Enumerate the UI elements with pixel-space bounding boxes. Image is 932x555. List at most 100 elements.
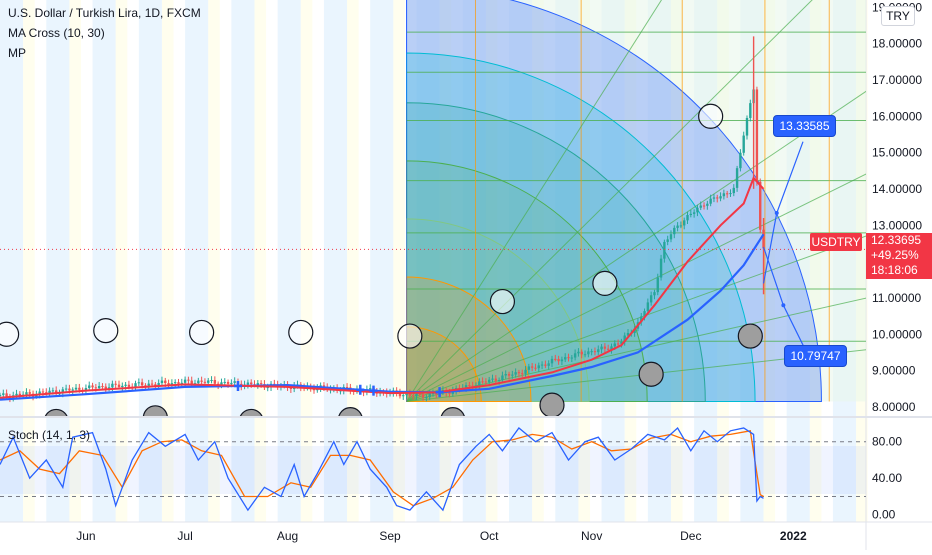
candle-body [610, 346, 613, 350]
candle-body [411, 395, 415, 397]
new-moon-marker [338, 407, 363, 416]
price-value: 12.33695 [871, 233, 922, 247]
candle-body [183, 379, 187, 383]
candle-body [587, 351, 590, 355]
candle-body [220, 382, 223, 386]
candle-body [735, 168, 739, 188]
currency-button[interactable]: TRY [881, 6, 915, 26]
candle-body [603, 346, 607, 349]
candle-body [722, 193, 726, 197]
candle-body [593, 351, 597, 353]
candle-body [567, 357, 570, 359]
candle-body [494, 378, 498, 381]
session-stripe [370, 0, 394, 522]
candle-body [41, 391, 45, 393]
session-stripe [138, 0, 162, 522]
candle-body [712, 197, 716, 199]
indicator-ma-cross-label[interactable]: MA Cross (10, 30) [8, 26, 105, 40]
candle-body [210, 380, 213, 382]
candle-body [160, 380, 164, 384]
stoch-band [0, 446, 866, 494]
candle-body [421, 394, 425, 398]
candle-body [497, 380, 501, 382]
new-moon-marker [142, 405, 168, 416]
candle-body [68, 388, 71, 391]
candle-body [577, 351, 580, 354]
candle-body [88, 385, 91, 389]
price-tick-label: 16.00000 [872, 109, 922, 123]
candle-body [154, 384, 157, 386]
candle-body [521, 373, 524, 375]
time-tick-label: Dec [680, 529, 701, 543]
candle-body [207, 380, 210, 383]
candle-body [643, 311, 646, 317]
candle-body [190, 380, 193, 384]
candle-body [173, 382, 177, 384]
candle-body [78, 387, 81, 390]
new-moon-marker [44, 408, 68, 416]
price-tick-label: 17.00000 [872, 73, 922, 87]
candle-body [177, 382, 180, 384]
candle-body [557, 359, 560, 362]
candle-body [18, 393, 22, 396]
candle-body [686, 214, 689, 221]
session-stripe [300, 0, 313, 522]
candle-body [649, 295, 653, 303]
stoch-tick-label: 0.00 [872, 508, 896, 522]
candle-body [114, 383, 117, 385]
candle-body [676, 225, 679, 228]
candle-body [540, 364, 544, 366]
candle-body [111, 383, 114, 388]
candle-body [61, 389, 65, 394]
candle-body [157, 383, 160, 386]
time-tick-label: Jul [177, 529, 192, 543]
candle-body [554, 358, 557, 360]
candle-body [97, 386, 101, 389]
candle-body [749, 103, 752, 118]
candle-body [692, 212, 696, 214]
candle-body [51, 390, 55, 392]
candle-body [739, 152, 742, 169]
session-stripe [161, 0, 174, 522]
session-stripe [277, 0, 301, 522]
gann-fan-line [406, 0, 813, 402]
candle-body [54, 390, 58, 394]
gann-box [406, 0, 866, 402]
session-stripe [115, 0, 128, 522]
candle-body [448, 392, 451, 394]
candle-body [709, 198, 712, 204]
full-moon-marker [397, 323, 423, 349]
candle-body [616, 343, 620, 345]
candle-body [573, 353, 577, 358]
candle-body [626, 333, 630, 336]
ma-cross-marker [356, 384, 365, 395]
candle-body [600, 346, 603, 350]
candle-body [484, 381, 488, 383]
candle-body [259, 383, 263, 385]
candle-body [28, 392, 31, 394]
stoch-label[interactable]: Stoch (14, 1, 3) [8, 428, 91, 442]
indicator-mp-label[interactable]: MP [8, 46, 26, 60]
candle-body [94, 387, 98, 389]
candle-body [418, 393, 421, 395]
candle-body [646, 302, 650, 312]
projection-point [781, 303, 786, 308]
full-moon-marker [489, 288, 516, 315]
price-change: +49.25% [871, 248, 919, 262]
candle-body [679, 225, 683, 227]
session-stripe [23, 0, 35, 522]
candle-body [501, 375, 504, 381]
candle-body [187, 379, 190, 381]
candle-body [408, 393, 412, 396]
candle-body [507, 373, 511, 376]
full-moon-marker [0, 321, 20, 347]
candle-body [150, 383, 154, 385]
candle-body [5, 393, 8, 397]
candle-body [517, 372, 521, 374]
candle-body [368, 388, 372, 390]
session-stripe [0, 0, 24, 522]
candle-body [74, 387, 78, 390]
candle-body [2, 393, 5, 395]
price-countdown: 18:18:06 [871, 263, 918, 277]
